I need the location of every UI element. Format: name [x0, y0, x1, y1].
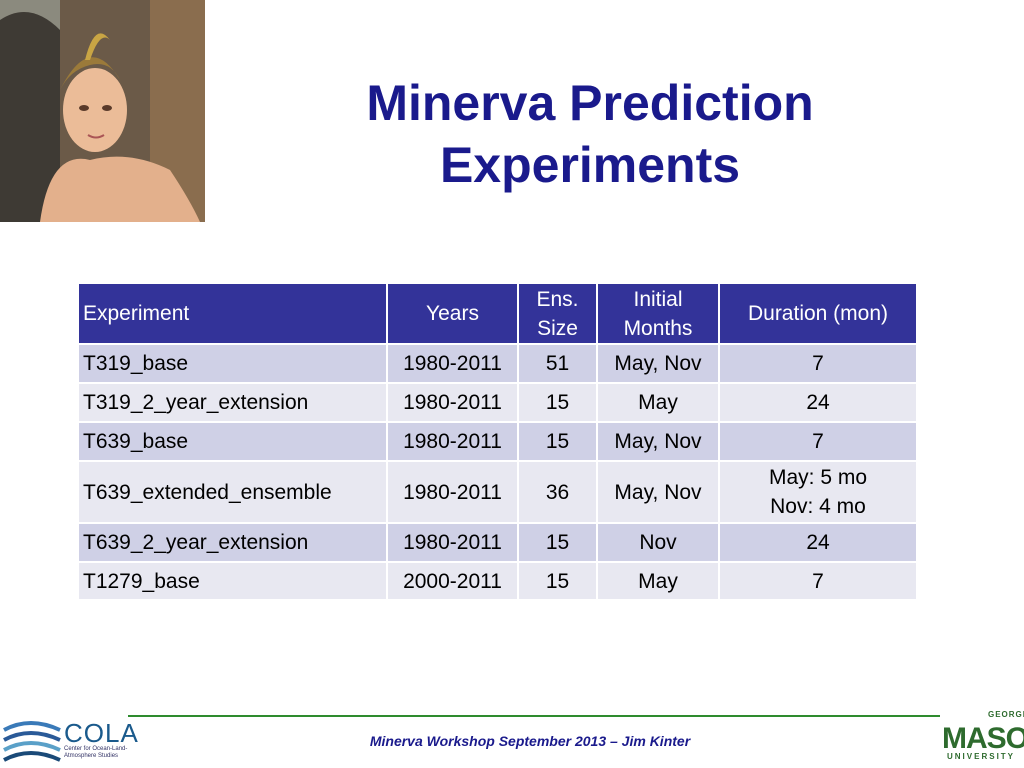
table-cell: T319_base — [77, 343, 388, 384]
painting — [0, 0, 205, 222]
footer-text: Minerva Workshop September 2013 – Jim Ki… — [369, 733, 691, 749]
table-row: T1279_base 2000-2011 15 May 7 — [77, 561, 918, 601]
table-cell: 1980-2011 — [386, 460, 519, 524]
cola-logo: COLA — [64, 718, 139, 748]
table-cell: May, Nov — [596, 421, 720, 462]
header-row: Experiment Years Ens. Size Initial Months Du… — [77, 282, 918, 345]
table-cell: 15 — [517, 561, 598, 601]
table-cell: 24 — [718, 382, 918, 423]
table-cell: May, Nov — [596, 343, 720, 384]
table-cell: 15 — [517, 421, 598, 462]
table-cell: T639_extended_ensemble — [77, 460, 388, 524]
table-cell: 2000-2011 — [386, 561, 519, 601]
table-cell: 7 — [718, 561, 918, 601]
footer-rule — [128, 715, 940, 717]
table-cell: May — [596, 561, 720, 601]
gmu-logo-top: GEORGE — [988, 710, 1024, 719]
table-cell: 7 — [718, 421, 918, 462]
gmu-logo-bottom: UNIVERSITY — [947, 752, 1016, 761]
table-cell: May: 5 mo Nov: 4 mo — [718, 460, 918, 524]
slide-title: Minerva Prediction Experiments — [230, 72, 950, 196]
table-cell: 1980-2011 — [386, 343, 519, 384]
table-cell: T639_2_year_extension — [77, 522, 388, 563]
header-cell: Years — [386, 282, 519, 345]
table-cell: T319_2_year_extension — [77, 382, 388, 423]
gmu-logo: MASON — [942, 722, 1024, 755]
title-line: Experiments — [439, 137, 741, 193]
table-cell: T639_base — [77, 421, 388, 462]
table-cell: May — [596, 382, 720, 423]
table-cell: 1980-2011 — [386, 522, 519, 563]
table-cell: Nov — [596, 522, 720, 563]
table-cell: 36 — [517, 460, 598, 524]
table-cell: 51 — [517, 343, 598, 384]
table-cell: T1279_base — [77, 561, 388, 601]
table-cell: 1980-2011 — [386, 382, 519, 423]
cola-subtitle: Center for Ocean-Land-Atmosphere Studies — [64, 746, 128, 759]
table-cell: 15 — [517, 382, 598, 423]
table-cell: May, Nov — [596, 460, 720, 524]
table-cell: 7 — [718, 343, 918, 384]
table-row: T639_extended_ensemble 1980-2011 36 May, No… — [77, 460, 918, 524]
table: Experiment Years Ens. Size Initial Months Du… — [77, 282, 918, 601]
header-cell: Ens. Size — [517, 282, 598, 345]
title-line: Minerva Prediction — [366, 75, 814, 131]
header-cell: Initial Months — [596, 282, 720, 345]
table-row: T639_2_year_extension 1980-2011 15 Nov 24 — [77, 522, 918, 563]
table-cell: 1980-2011 — [386, 421, 519, 462]
table-row: T319_base 1980-2011 51 May, Nov 7 — [77, 343, 918, 384]
table-row: T639_base 1980-2011 15 May, Nov 7 — [77, 421, 918, 462]
header-cell: Experiment — [77, 282, 388, 345]
table-row: T319_2_year_extension 1980-2011 15 May 24 — [77, 382, 918, 423]
table-cell: 24 — [718, 522, 918, 563]
cola-waves — [3, 721, 61, 762]
table-cell: 15 — [517, 522, 598, 563]
header-cell: Duration (mon) — [718, 282, 918, 345]
